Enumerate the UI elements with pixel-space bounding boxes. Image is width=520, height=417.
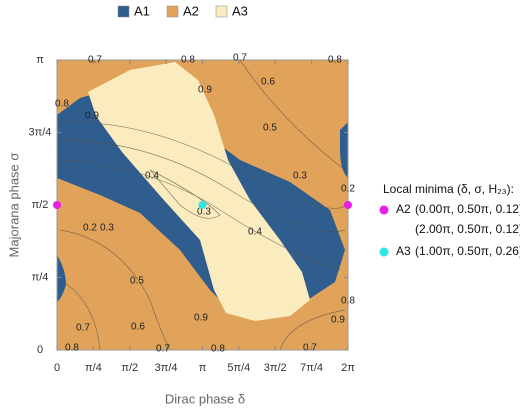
x-tick-label: 3π/2 xyxy=(264,362,287,374)
x-tick-label: π xyxy=(199,362,207,374)
contour-label: 0.9 xyxy=(198,85,212,96)
x-tick-label: π/4 xyxy=(85,362,102,374)
y-tick-label: π xyxy=(36,54,44,66)
x-axis-label: Dirac phase δ xyxy=(165,391,245,406)
region-a3 xyxy=(88,62,310,321)
minima-legend-name: A3 xyxy=(396,244,411,258)
x-tick-label: 3π/4 xyxy=(155,362,178,374)
minima-legend-label: (2.00π, 0.50π, 0.12) xyxy=(415,222,520,236)
contour-label: 0.2 xyxy=(83,223,97,234)
region-a1 xyxy=(57,255,66,302)
contour-label: 0.7 xyxy=(156,344,170,355)
contour-label: 0.7 xyxy=(76,323,90,334)
minima-legend-marker xyxy=(379,205,389,215)
contour-label: 0.2 xyxy=(341,184,355,195)
minimum-point xyxy=(198,201,207,210)
y-tick-label: 3π/4 xyxy=(29,126,52,138)
y-tick-label: π/4 xyxy=(32,271,49,283)
x-tick-label: 2π xyxy=(341,362,355,374)
minimum-point xyxy=(53,201,61,210)
minima-legend-name: A2 xyxy=(396,202,411,216)
contour-label: 0.9 xyxy=(194,313,208,324)
contour-label: 0.9 xyxy=(85,111,99,122)
y-tick-label: π/2 xyxy=(32,199,49,211)
legend-label: A2 xyxy=(183,3,199,18)
contour-label: 0.9 xyxy=(331,315,345,326)
legend-label: A1 xyxy=(134,3,150,18)
minima-legend-label: (1.00π, 0.50π, 0.26) xyxy=(415,244,520,258)
contour-lines xyxy=(59,59,347,351)
contour-label: 0.3 xyxy=(293,171,307,182)
contour-label: 0.8 xyxy=(55,99,69,110)
contour-label: 0.8 xyxy=(328,55,342,66)
contour-label: 0.7 xyxy=(233,53,247,64)
minimum-point xyxy=(344,201,352,210)
legend-swatch xyxy=(117,5,130,18)
contour-label: 0.4 xyxy=(248,227,262,238)
legend-swatch xyxy=(215,5,228,18)
contour-label: 0.8 xyxy=(181,55,195,66)
contour-label: 0.3 xyxy=(100,223,114,234)
contour-label: 0.3 xyxy=(197,207,211,218)
y-axis-label: Majorana phase σ xyxy=(6,153,21,258)
contour-label: 0.7 xyxy=(88,55,102,66)
minima-legend-title: Local minima (δ, σ, H₂₃): xyxy=(383,182,514,196)
contour-label: 0.8 xyxy=(341,296,355,307)
x-tick-label: 5π/4 xyxy=(227,362,250,374)
contour-label: 0.6 xyxy=(261,77,275,88)
legend-label: A3 xyxy=(232,3,248,18)
legend-swatch xyxy=(166,5,179,18)
y-tick-label: 0 xyxy=(37,344,43,356)
contour-label: 0.8 xyxy=(211,344,225,355)
x-tick-label: π/2 xyxy=(121,362,138,374)
contour-label: 0.8 xyxy=(65,343,79,354)
minima-legend-marker xyxy=(379,247,389,257)
region-a1 xyxy=(340,122,348,178)
contour-label: 0.7 xyxy=(303,343,317,354)
x-tick-label: 0 xyxy=(54,362,60,374)
minima-legend-label: (0.00π, 0.50π, 0.12) xyxy=(415,202,520,216)
contour-label: 0.6 xyxy=(131,322,145,333)
contour-label: 0.5 xyxy=(130,276,144,287)
contour-label: 0.5 xyxy=(263,123,277,134)
x-tick-label: 7π/4 xyxy=(300,362,323,374)
contour-label: 0.4 xyxy=(145,171,159,182)
